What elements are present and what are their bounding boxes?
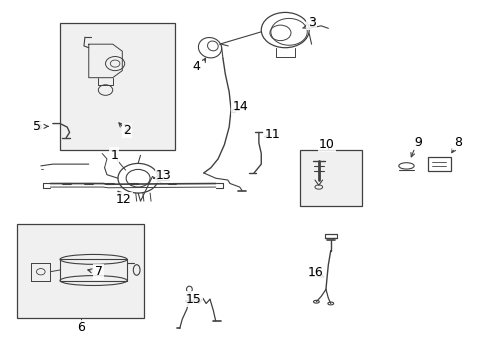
Text: 10: 10 bbox=[318, 138, 334, 151]
Text: 3: 3 bbox=[307, 16, 315, 29]
Text: 9: 9 bbox=[413, 136, 421, 149]
Text: 13: 13 bbox=[156, 169, 171, 182]
Text: 3: 3 bbox=[307, 17, 315, 30]
Text: 13: 13 bbox=[155, 169, 171, 182]
Text: 2: 2 bbox=[123, 124, 131, 137]
Text: 16: 16 bbox=[307, 267, 323, 280]
Text: 1: 1 bbox=[110, 149, 118, 162]
Text: 14: 14 bbox=[232, 100, 248, 113]
Bar bbox=[17, 224, 143, 318]
Text: 16: 16 bbox=[307, 266, 323, 279]
Text: 7: 7 bbox=[95, 265, 102, 278]
Text: 8: 8 bbox=[453, 136, 461, 149]
Text: 5: 5 bbox=[33, 120, 41, 133]
Text: 7: 7 bbox=[95, 265, 102, 278]
Bar bbox=[427, 157, 449, 171]
Text: 6: 6 bbox=[77, 321, 84, 334]
Text: 12: 12 bbox=[116, 193, 131, 206]
Text: 5: 5 bbox=[35, 120, 43, 133]
Bar bbox=[60, 23, 175, 150]
Text: 6: 6 bbox=[77, 321, 84, 334]
Text: 1: 1 bbox=[110, 149, 118, 162]
Text: 11: 11 bbox=[264, 128, 280, 141]
Text: 15: 15 bbox=[185, 293, 201, 306]
Bar bbox=[299, 150, 361, 207]
Text: 4: 4 bbox=[192, 60, 200, 73]
Text: 4: 4 bbox=[192, 60, 200, 73]
Text: 11: 11 bbox=[264, 128, 280, 141]
Text: 8: 8 bbox=[453, 136, 461, 149]
Text: 2: 2 bbox=[122, 123, 129, 136]
Text: 14: 14 bbox=[232, 101, 248, 114]
Text: 10: 10 bbox=[318, 138, 334, 150]
Text: 9: 9 bbox=[412, 136, 420, 149]
Text: 12: 12 bbox=[116, 193, 131, 206]
Text: 15: 15 bbox=[184, 293, 200, 306]
